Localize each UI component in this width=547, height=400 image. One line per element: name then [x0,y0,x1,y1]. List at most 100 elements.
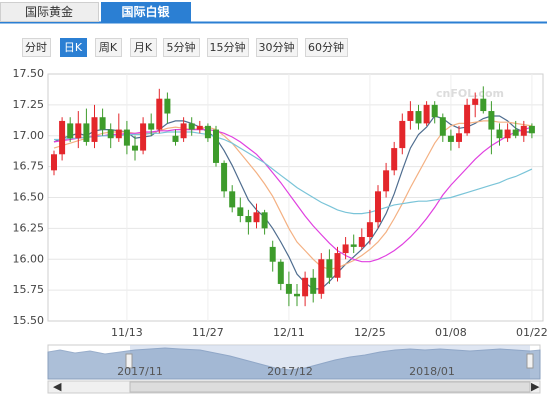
candle-body [334,253,341,278]
period-button[interactable] [60,38,87,57]
x-tick-label: 12/11 [273,326,305,339]
ma-line [54,131,533,215]
candle-body [83,123,90,142]
period-button[interactable] [207,38,249,57]
candle-body [294,293,300,297]
plot-frame [47,73,544,322]
candle-body [132,145,138,151]
period-label[interactable]: 30分钟 [259,40,295,54]
candle-body [107,129,114,139]
candle-body [456,133,462,142]
x-tick-label: 12/25 [354,326,386,339]
candle-body [496,129,503,139]
period-button[interactable] [305,38,348,57]
candle-body [383,170,390,192]
candle-body [488,111,495,130]
tab-label[interactable]: 国际白银 [121,4,170,19]
period-button[interactable] [256,38,298,57]
tab[interactable] [0,2,99,22]
candle-body [59,120,66,155]
y-tick-label: 15.75 [13,283,45,296]
period-label[interactable]: 15分钟 [210,40,246,54]
candle-body [51,154,57,171]
candle-body [261,212,268,229]
scroll-right-arrow[interactable]: ▶ [531,380,540,393]
candle-body [350,244,357,247]
navigator-label: 2017/11 [117,365,163,378]
candle-body [375,191,381,223]
candle-body [310,277,317,294]
candle-body [407,111,414,121]
candle-body [512,129,519,136]
y-tick-label: 16.75 [13,160,45,173]
candle-body [188,123,195,130]
navigator-area [47,347,541,380]
period-label[interactable]: 月K [134,41,153,54]
candle-body [528,125,535,134]
period-button[interactable] [22,38,51,57]
candle-body [391,148,398,171]
watermark: cnFOL.com [436,87,504,100]
x-tick-label: 11/27 [192,326,224,339]
y-tick-label: 17.00 [13,129,45,142]
candle-body [399,120,406,149]
candle-body [156,98,163,130]
candle-body [366,222,373,238]
candle-body [229,191,236,208]
y-tick-label: 16.50 [13,191,45,204]
candle-body [245,216,252,223]
period-button[interactable] [163,38,200,57]
candle-body [99,117,106,130]
navigator-handle[interactable] [125,353,133,369]
candle-body [326,259,333,278]
candle-body [213,129,219,163]
candle-body [302,277,309,297]
navigator-label: 2017/12 [267,365,313,378]
candle-body [204,125,211,139]
candle-body [504,129,511,139]
navigator-label: 2018/01 [409,365,455,378]
ma-line [53,126,533,263]
candle-body [285,283,292,294]
candle-body [480,98,487,112]
candle-body [180,123,187,139]
candle-body [67,123,74,139]
candle-body [172,135,179,142]
candle-body [253,212,260,223]
tab-label[interactable]: 国际黄金 [25,4,73,19]
period-label[interactable]: 60分钟 [308,40,344,54]
period-label[interactable]: 5分钟 [167,40,196,54]
x-tick-label: 11/13 [111,326,143,339]
candle-body [164,98,171,114]
navigator-handle[interactable] [526,353,534,369]
y-tick-label: 15.50 [13,314,45,327]
x-tick-label: 01/22 [516,326,547,339]
period-label[interactable]: 周K [99,41,118,54]
candle-body [342,244,349,254]
tab[interactable] [101,2,191,22]
candle-body [269,246,276,262]
period-button[interactable] [130,38,157,57]
candle-body [358,237,365,247]
y-tick-label: 16.00 [13,252,45,265]
x-tick-label: 01/08 [435,326,467,339]
candle-body [196,125,203,130]
candle-body [277,261,284,284]
candle-body [415,111,422,124]
scroll-left-arrow[interactable]: ◀ [53,380,62,393]
candle-body [439,117,446,136]
candle-body [318,259,325,294]
candle-body [75,123,82,139]
y-tick-label: 16.25 [13,221,45,234]
candle-body [423,104,430,124]
period-label[interactable]: 日K [64,41,83,54]
candle-body [237,207,244,217]
scrollbar-thumb[interactable] [129,381,531,393]
candle-body [91,117,98,142]
period-button[interactable] [95,38,122,57]
period-label[interactable]: 分时 [25,41,47,54]
candle-body [123,129,130,146]
candle-body [115,129,122,139]
